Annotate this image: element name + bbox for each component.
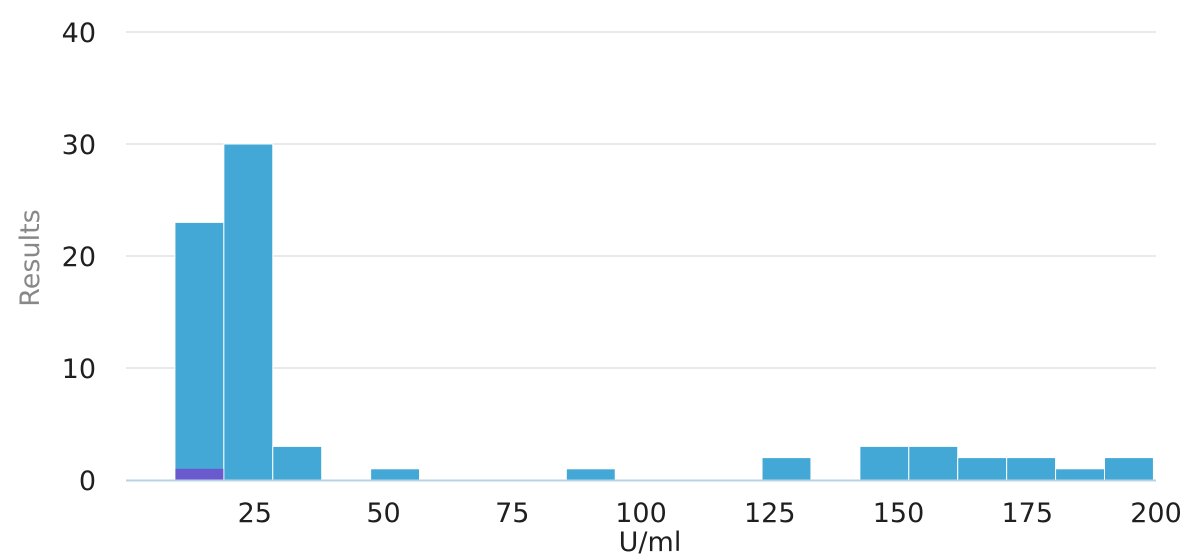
x-tick-label: 200 [1130,498,1182,529]
y-tick-label: 20 [62,242,96,273]
histogram-bar [1055,468,1105,481]
x-tick-label: 50 [366,498,400,529]
histogram-bar [272,445,323,481]
bars [174,143,1154,481]
x-tick-label: 150 [873,498,925,529]
histogram-bar [908,445,959,481]
x-tick-label: 25 [238,498,272,529]
histogram-bar [223,143,274,481]
y-tick-label: 0 [79,466,96,497]
histogram-bar [565,468,616,481]
x-tick-label: 175 [1001,498,1053,529]
histogram-bar [859,445,910,481]
x-tick-labels: 25 50 75 100 125 150 175 200 [238,498,1182,529]
highlight-bars [175,468,224,480]
grid-lines [126,31,1156,369]
y-axis-title: Results [15,209,46,307]
x-axis-title: U/ml [619,527,682,557]
y-tick-label: 40 [62,18,96,49]
x-tick-label: 125 [744,498,796,529]
histogram-bar [1006,457,1057,481]
y-tick-labels: 0 10 20 30 40 [62,18,96,497]
histogram-bar [957,457,1008,481]
histogram-bar [174,221,225,481]
x-tick-label: 100 [615,498,667,529]
histogram-bar [761,457,812,481]
y-tick-label: 30 [62,130,96,161]
y-tick-label: 10 [62,354,96,385]
x-tick-label: 75 [495,498,529,529]
histogram-bar [370,468,421,481]
histogram-bar [1104,457,1154,481]
highlight-bar [175,468,224,480]
